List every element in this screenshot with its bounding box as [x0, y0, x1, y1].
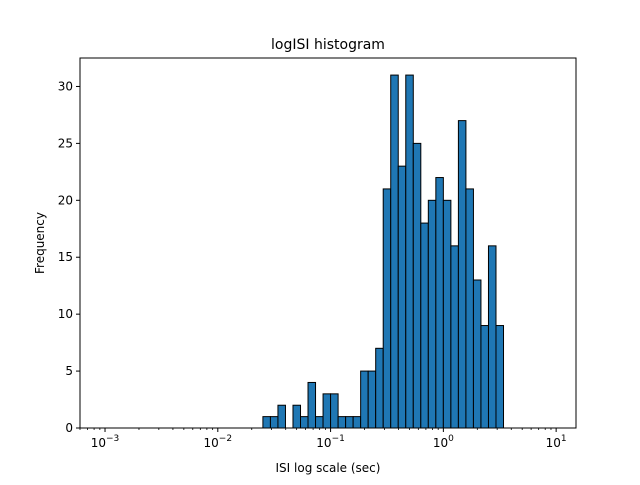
histogram-bar — [397, 165, 407, 429]
y-tick-label: 10 — [58, 307, 73, 321]
histogram-bar — [269, 416, 279, 429]
histogram-bar — [480, 325, 489, 429]
y-tick-label: 0 — [65, 421, 73, 435]
histogram-bar — [487, 245, 497, 429]
histogram-bar — [495, 325, 505, 429]
y-tick-label: 20 — [58, 193, 73, 207]
y-tick-label: 30 — [58, 79, 73, 93]
histogram-bar — [352, 416, 362, 429]
histogram-bar — [427, 199, 437, 429]
x-tick-label: 100 — [433, 434, 454, 450]
histogram-bar — [405, 74, 414, 429]
histogram-bar — [315, 416, 324, 429]
histogram-bar — [367, 370, 377, 429]
x-tick-label: 10−1 — [316, 434, 345, 450]
x-axis: 10−3 10−2 10−1 100 101 — [79, 428, 567, 450]
histogram-bar — [382, 188, 392, 429]
histogram-bar — [360, 370, 369, 429]
histogram-bar — [337, 416, 347, 429]
histogram-bar — [435, 177, 444, 429]
y-tick-label: 25 — [58, 136, 73, 150]
y-axis: 0 5 10 15 20 25 30 — [58, 79, 80, 435]
bars-group — [262, 74, 505, 429]
histogram-bar — [465, 188, 474, 429]
histogram-bar — [442, 199, 452, 429]
histogram-bar — [307, 381, 317, 429]
chart-title: logISI histogram — [271, 37, 385, 53]
plot-frame — [79, 57, 577, 429]
x-axis-label: ISI log scale (sec) — [276, 461, 381, 475]
histogram-bar — [420, 222, 429, 429]
x-tick-label: 10−3 — [91, 434, 120, 450]
histogram-bar — [412, 142, 422, 429]
histogram-bar — [345, 416, 354, 429]
histogram-bar — [457, 120, 467, 429]
histogram-bar — [322, 393, 332, 429]
histogram-bar — [277, 404, 286, 429]
histogram-bar — [300, 416, 309, 429]
y-tick-label: 5 — [65, 364, 73, 378]
x-tick-label: 10−2 — [204, 434, 233, 450]
histogram-bar — [450, 245, 459, 429]
histogram-bar — [292, 404, 302, 429]
histogram-bar — [390, 74, 399, 429]
y-tick-label: 15 — [58, 250, 73, 264]
x-tick-label: 101 — [546, 434, 567, 450]
histogram-bar — [330, 393, 339, 429]
histogram-bar — [472, 279, 482, 429]
histogram-bar — [262, 416, 271, 429]
histogram-bar — [375, 347, 384, 429]
y-axis-label: Frequency — [33, 212, 47, 274]
